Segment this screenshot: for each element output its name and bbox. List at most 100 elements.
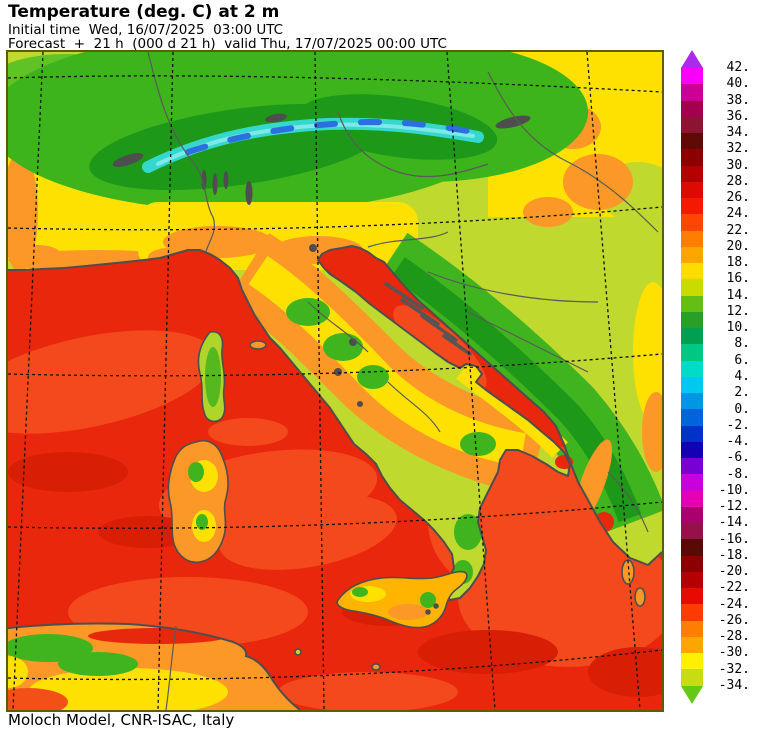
colorbar-label: -24. (718, 596, 750, 612)
colorbar-label: -20. (718, 564, 750, 580)
colorbar-label: 12. (726, 303, 750, 319)
colorbar-cell (681, 620, 703, 637)
colorbar-arrow-top (681, 50, 703, 68)
colorbar-cell (681, 295, 703, 312)
colorbar-cell (681, 246, 703, 263)
colorbar-labels: 42. 40. 38. 36. 34. 32. 30. 28. 26. 24. 22. 20. 18. 1… (708, 50, 750, 710)
colorbar-label: 10. (726, 320, 750, 336)
colorbar-label: -4. (726, 434, 750, 450)
colorbar-cell (681, 588, 703, 605)
colorbar-cell (681, 458, 703, 475)
colorbar-cell (681, 523, 703, 540)
colorbar-label: 24. (726, 206, 750, 222)
graticule (7, 51, 663, 711)
colorbar-cell (681, 165, 703, 182)
colorbar-label: -30. (718, 645, 750, 661)
colorbar-label: 36. (726, 108, 750, 124)
land-africa-layer (7, 622, 301, 711)
colorbar-label: 38. (726, 92, 750, 108)
dalmatian-islands (384, 282, 472, 356)
lakes-layer (112, 113, 531, 407)
colorbar-cell (681, 409, 703, 426)
colorbar-cell (681, 539, 703, 556)
island-pantelleria (294, 648, 302, 656)
colorbar-cell (681, 198, 703, 215)
island-corfu (621, 559, 635, 585)
colorbar-cell (681, 669, 703, 686)
colorbar-label: 30. (726, 157, 750, 173)
colorbar-label: 28. (726, 173, 750, 189)
colorbar (681, 50, 703, 704)
colorbar-label: 14. (726, 287, 750, 303)
islands-layer (167, 330, 646, 671)
colorbar-label: 20. (726, 238, 750, 254)
colorbar-cells (681, 68, 703, 686)
model-credit: Moloch Model, CNR-ISAC, Italy (8, 711, 235, 729)
colorbar-label: -32. (718, 661, 750, 677)
colorbar-cell (681, 490, 703, 507)
colorbar-cell (681, 279, 703, 296)
temperature-map-svg (0, 51, 688, 712)
colorbar-label: 0. (734, 401, 750, 417)
page-title: Temperature (deg. C) at 2 m (8, 2, 280, 22)
colorbar-cell (681, 376, 703, 393)
colorbar-label: 8. (734, 336, 750, 352)
colorbar-cell (681, 571, 703, 588)
colorbar-cell (681, 425, 703, 442)
colorbar-cell (681, 311, 703, 328)
colorbar-cell (681, 555, 703, 572)
colorbar-cell (681, 214, 703, 231)
initial-time-line: Initial time Wed, 16/07/2025 03:00 UTC (8, 22, 284, 38)
colorbar-cell (681, 181, 703, 198)
colorbar-label: 34. (726, 125, 750, 141)
colorbar-label: -12. (718, 499, 750, 515)
colorbar-cell (681, 474, 703, 491)
colorbar-label: 32. (726, 141, 750, 157)
colorbar-label: 6. (734, 352, 750, 368)
colorbar-label: -8. (726, 466, 750, 482)
colorbar-label: -28. (718, 629, 750, 645)
island-sardinia (167, 440, 229, 564)
coastline-europe (8, 245, 663, 601)
colorbar-cell (681, 263, 703, 280)
colorbar-label: -26. (718, 612, 750, 628)
colorbar-cell (681, 84, 703, 101)
colorbar-label: -22. (718, 580, 750, 596)
colorbar-label: -14. (718, 515, 750, 531)
borders-layer (147, 51, 659, 533)
island-sicily (336, 570, 468, 629)
colorbar-label: 40. (726, 76, 750, 92)
colorbar-label: 18. (726, 255, 750, 271)
colorbar-label: -6. (726, 450, 750, 466)
colorbar-cell (681, 68, 703, 85)
colorbar-cell (681, 604, 703, 621)
colorbar-cell (681, 116, 703, 133)
colorbar-label: -18. (718, 547, 750, 563)
colorbar-label: -34. (718, 677, 750, 693)
colorbar-label: 22. (726, 222, 750, 238)
island-malta (371, 663, 381, 671)
island-elba (249, 340, 267, 350)
colorbar-label: 26. (726, 190, 750, 206)
colorbar-cell (681, 100, 703, 117)
colorbar-label: -2. (726, 417, 750, 433)
colorbar-label: -16. (718, 531, 750, 547)
colorbar-cell (681, 506, 703, 523)
colorbar-cell (681, 441, 703, 458)
colorbar-label: 42. (726, 60, 750, 75)
colorbar-label: -10. (718, 482, 750, 498)
colorbar-cell (681, 133, 703, 150)
colorbar-cell (681, 393, 703, 410)
colorbar-cell (681, 149, 703, 166)
forecast-valid-line: Forecast + 21 h (000 d 21 h) valid Thu, … (8, 36, 447, 52)
colorbar-arrow-bottom (681, 685, 703, 704)
colorbar-cell (681, 636, 703, 653)
colorbar-label: 16. (726, 271, 750, 287)
colorbar-label: 2. (734, 385, 750, 401)
colorbar-label: 4. (734, 368, 750, 384)
colorbar-cell (681, 360, 703, 377)
colorbar-cell (681, 653, 703, 670)
colorbar-cell (681, 328, 703, 345)
colorbar-cell (681, 344, 703, 361)
